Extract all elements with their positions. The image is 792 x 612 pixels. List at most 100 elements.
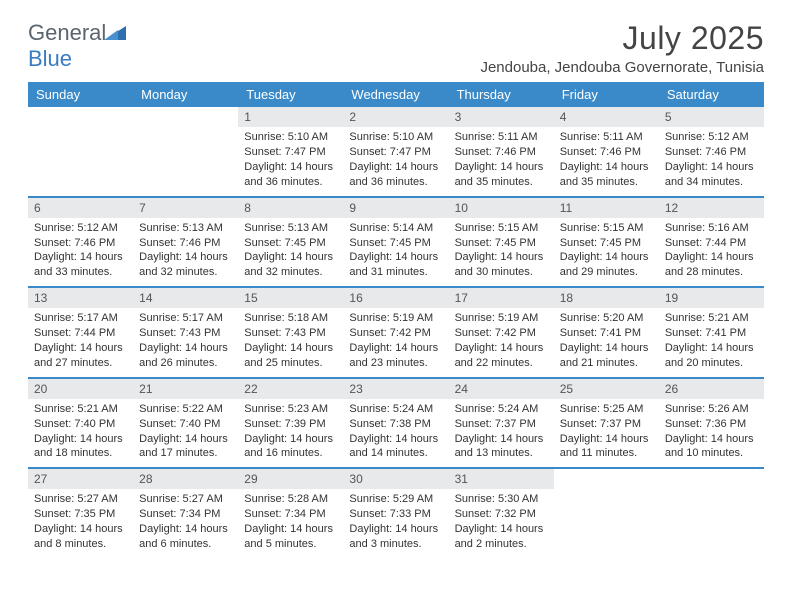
daylight-text: Daylight: 14 hours and 36 minutes. — [349, 160, 442, 190]
calendar-day-cell — [133, 107, 238, 196]
sunrise-text: Sunrise: 5:10 AM — [349, 130, 442, 145]
calendar-day-cell: 20Sunrise: 5:21 AMSunset: 7:40 PMDayligh… — [28, 379, 133, 468]
sunset-text: Sunset: 7:39 PM — [244, 417, 337, 432]
sunset-text: Sunset: 7:34 PM — [244, 507, 337, 522]
daylight-text: Daylight: 14 hours and 27 minutes. — [34, 341, 127, 371]
calendar-day-cell: 26Sunrise: 5:26 AMSunset: 7:36 PMDayligh… — [659, 379, 764, 468]
day-body — [28, 127, 133, 195]
sunrise-text: Sunrise: 5:19 AM — [455, 311, 548, 326]
calendar-day-cell: 8Sunrise: 5:13 AMSunset: 7:45 PMDaylight… — [238, 198, 343, 287]
month-title: July 2025 — [480, 20, 764, 57]
daylight-text: Daylight: 14 hours and 30 minutes. — [455, 250, 548, 280]
daylight-text: Daylight: 14 hours and 26 minutes. — [139, 341, 232, 371]
daylight-text: Daylight: 14 hours and 6 minutes. — [139, 522, 232, 552]
sunset-text: Sunset: 7:44 PM — [34, 326, 127, 341]
daylight-text: Daylight: 14 hours and 29 minutes. — [560, 250, 653, 280]
day-body: Sunrise: 5:29 AMSunset: 7:33 PMDaylight:… — [343, 489, 448, 557]
day-number: 17 — [449, 288, 554, 308]
calendar-day-cell — [659, 469, 764, 558]
header: General Blue July 2025 Jendouba, Jendoub… — [28, 20, 764, 76]
sunrise-text: Sunrise: 5:11 AM — [560, 130, 653, 145]
day-body: Sunrise: 5:17 AMSunset: 7:44 PMDaylight:… — [28, 308, 133, 376]
daylight-text: Daylight: 14 hours and 33 minutes. — [34, 250, 127, 280]
weekday-header: Thursday — [449, 82, 554, 107]
day-body: Sunrise: 5:21 AMSunset: 7:41 PMDaylight:… — [659, 308, 764, 376]
sunset-text: Sunset: 7:46 PM — [455, 145, 548, 160]
day-number: 31 — [449, 469, 554, 489]
daylight-text: Daylight: 14 hours and 8 minutes. — [34, 522, 127, 552]
daylight-text: Daylight: 14 hours and 22 minutes. — [455, 341, 548, 371]
day-body — [659, 489, 764, 557]
day-body: Sunrise: 5:20 AMSunset: 7:41 PMDaylight:… — [554, 308, 659, 376]
calendar-day-cell: 25Sunrise: 5:25 AMSunset: 7:37 PMDayligh… — [554, 379, 659, 468]
sunset-text: Sunset: 7:46 PM — [34, 236, 127, 251]
day-body — [133, 127, 238, 195]
daylight-text: Daylight: 14 hours and 17 minutes. — [139, 432, 232, 462]
day-number: 11 — [554, 198, 659, 218]
daylight-text: Daylight: 14 hours and 14 minutes. — [349, 432, 442, 462]
day-body: Sunrise: 5:17 AMSunset: 7:43 PMDaylight:… — [133, 308, 238, 376]
calendar-day-cell: 16Sunrise: 5:19 AMSunset: 7:42 PMDayligh… — [343, 288, 448, 377]
day-body: Sunrise: 5:11 AMSunset: 7:46 PMDaylight:… — [554, 127, 659, 195]
day-body: Sunrise: 5:15 AMSunset: 7:45 PMDaylight:… — [554, 218, 659, 286]
sunset-text: Sunset: 7:34 PM — [139, 507, 232, 522]
calendar-day-cell: 6Sunrise: 5:12 AMSunset: 7:46 PMDaylight… — [28, 198, 133, 287]
weekday-header-row: Sunday Monday Tuesday Wednesday Thursday… — [28, 82, 764, 107]
sunset-text: Sunset: 7:45 PM — [560, 236, 653, 251]
calendar-day-cell: 12Sunrise: 5:16 AMSunset: 7:44 PMDayligh… — [659, 198, 764, 287]
sunrise-text: Sunrise: 5:25 AM — [560, 402, 653, 417]
daylight-text: Daylight: 14 hours and 11 minutes. — [560, 432, 653, 462]
day-number: 14 — [133, 288, 238, 308]
calendar-day-cell — [554, 469, 659, 558]
day-body: Sunrise: 5:14 AMSunset: 7:45 PMDaylight:… — [343, 218, 448, 286]
calendar-day-cell: 2Sunrise: 5:10 AMSunset: 7:47 PMDaylight… — [343, 107, 448, 196]
calendar-week-row: 13Sunrise: 5:17 AMSunset: 7:44 PMDayligh… — [28, 286, 764, 377]
day-number: 4 — [554, 107, 659, 127]
sunset-text: Sunset: 7:32 PM — [455, 507, 548, 522]
day-number: 23 — [343, 379, 448, 399]
weekday-header: Wednesday — [343, 82, 448, 107]
sunset-text: Sunset: 7:38 PM — [349, 417, 442, 432]
calendar-day-cell: 10Sunrise: 5:15 AMSunset: 7:45 PMDayligh… — [449, 198, 554, 287]
day-body: Sunrise: 5:18 AMSunset: 7:43 PMDaylight:… — [238, 308, 343, 376]
sunrise-text: Sunrise: 5:24 AM — [455, 402, 548, 417]
calendar-day-cell: 15Sunrise: 5:18 AMSunset: 7:43 PMDayligh… — [238, 288, 343, 377]
day-number: 1 — [238, 107, 343, 127]
day-body: Sunrise: 5:25 AMSunset: 7:37 PMDaylight:… — [554, 399, 659, 467]
sunset-text: Sunset: 7:36 PM — [665, 417, 758, 432]
calendar-week-row: 1Sunrise: 5:10 AMSunset: 7:47 PMDaylight… — [28, 107, 764, 196]
day-number: 6 — [28, 198, 133, 218]
day-number: 29 — [238, 469, 343, 489]
sunrise-text: Sunrise: 5:10 AM — [244, 130, 337, 145]
day-body: Sunrise: 5:10 AMSunset: 7:47 PMDaylight:… — [343, 127, 448, 195]
day-number — [133, 107, 238, 127]
day-number: 9 — [343, 198, 448, 218]
calendar-day-cell: 21Sunrise: 5:22 AMSunset: 7:40 PMDayligh… — [133, 379, 238, 468]
sunrise-text: Sunrise: 5:23 AM — [244, 402, 337, 417]
calendar-day-cell: 1Sunrise: 5:10 AMSunset: 7:47 PMDaylight… — [238, 107, 343, 196]
calendar-week-row: 6Sunrise: 5:12 AMSunset: 7:46 PMDaylight… — [28, 196, 764, 287]
brand-name: General Blue — [28, 20, 126, 72]
sunrise-text: Sunrise: 5:27 AM — [34, 492, 127, 507]
sunrise-text: Sunrise: 5:22 AM — [139, 402, 232, 417]
sunrise-text: Sunrise: 5:21 AM — [34, 402, 127, 417]
calendar-day-cell: 17Sunrise: 5:19 AMSunset: 7:42 PMDayligh… — [449, 288, 554, 377]
calendar-day-cell: 31Sunrise: 5:30 AMSunset: 7:32 PMDayligh… — [449, 469, 554, 558]
day-body: Sunrise: 5:10 AMSunset: 7:47 PMDaylight:… — [238, 127, 343, 195]
day-body: Sunrise: 5:19 AMSunset: 7:42 PMDaylight:… — [343, 308, 448, 376]
sunset-text: Sunset: 7:42 PM — [455, 326, 548, 341]
brand-name-part1: General — [28, 20, 106, 45]
sunset-text: Sunset: 7:47 PM — [349, 145, 442, 160]
sunrise-text: Sunrise: 5:17 AM — [139, 311, 232, 326]
day-body: Sunrise: 5:21 AMSunset: 7:40 PMDaylight:… — [28, 399, 133, 467]
day-body: Sunrise: 5:19 AMSunset: 7:42 PMDaylight:… — [449, 308, 554, 376]
calendar-day-cell: 29Sunrise: 5:28 AMSunset: 7:34 PMDayligh… — [238, 469, 343, 558]
day-body: Sunrise: 5:22 AMSunset: 7:40 PMDaylight:… — [133, 399, 238, 467]
calendar-day-cell: 5Sunrise: 5:12 AMSunset: 7:46 PMDaylight… — [659, 107, 764, 196]
day-body: Sunrise: 5:13 AMSunset: 7:45 PMDaylight:… — [238, 218, 343, 286]
calendar-week-row: 20Sunrise: 5:21 AMSunset: 7:40 PMDayligh… — [28, 377, 764, 468]
calendar-day-cell: 19Sunrise: 5:21 AMSunset: 7:41 PMDayligh… — [659, 288, 764, 377]
sunset-text: Sunset: 7:46 PM — [665, 145, 758, 160]
sunrise-text: Sunrise: 5:15 AM — [560, 221, 653, 236]
daylight-text: Daylight: 14 hours and 3 minutes. — [349, 522, 442, 552]
